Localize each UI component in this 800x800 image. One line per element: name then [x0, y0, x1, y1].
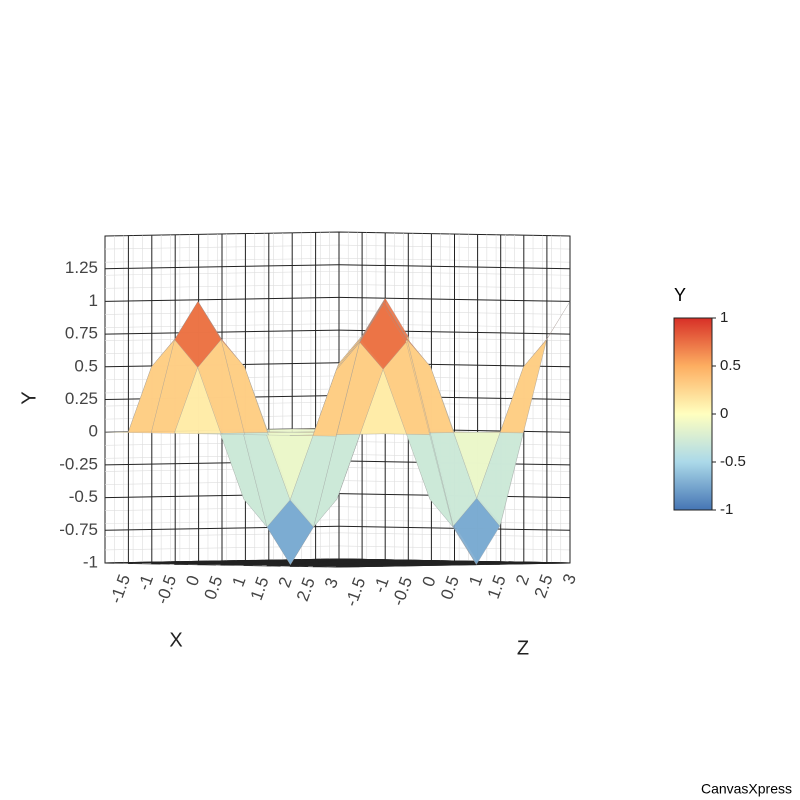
y-tick-label: 0.25	[65, 389, 98, 408]
y-tick-label: 1	[89, 291, 98, 310]
y-tick-label: -0.75	[59, 520, 98, 539]
y-tick-label: 0	[89, 422, 98, 441]
y-tick-label: -0.5	[69, 487, 98, 506]
grid-line	[243, 560, 478, 566]
y-tick-label: 1.25	[65, 258, 98, 277]
y-tick-label: 0.75	[65, 324, 98, 343]
z-tick-label: -1	[370, 575, 393, 596]
colorbar-tick-label: 0.5	[720, 357, 741, 374]
x-axis-title: X	[169, 629, 182, 651]
y-axis-title: Y	[18, 391, 40, 404]
grid-line	[312, 562, 547, 568]
credit: CanvasXpress	[701, 781, 792, 797]
y-tick-label: -1	[83, 552, 98, 571]
z-axis-title: Z	[517, 637, 529, 659]
grid-line	[128, 558, 363, 564]
grid-line	[289, 561, 524, 567]
y-tick-label: 0.5	[74, 356, 98, 375]
colorbar-tick-label: 0	[720, 405, 728, 422]
y-tick-label: -0.25	[59, 454, 98, 473]
colorbar	[673, 317, 713, 511]
surface-cell	[312, 342, 360, 437]
colorbar-tick-label: -1	[720, 501, 733, 518]
grid-line	[266, 561, 501, 567]
x-tick-label: -1	[134, 572, 157, 593]
colorbar-tick-label: -0.5	[720, 453, 746, 470]
colorbar-title: Y	[674, 285, 686, 305]
surface	[104, 297, 571, 566]
grid-line	[220, 560, 455, 566]
grid-line	[151, 559, 386, 565]
grid-line	[197, 560, 432, 566]
grid-line	[335, 562, 571, 568]
colorbar-tick-label: 1	[720, 309, 728, 326]
